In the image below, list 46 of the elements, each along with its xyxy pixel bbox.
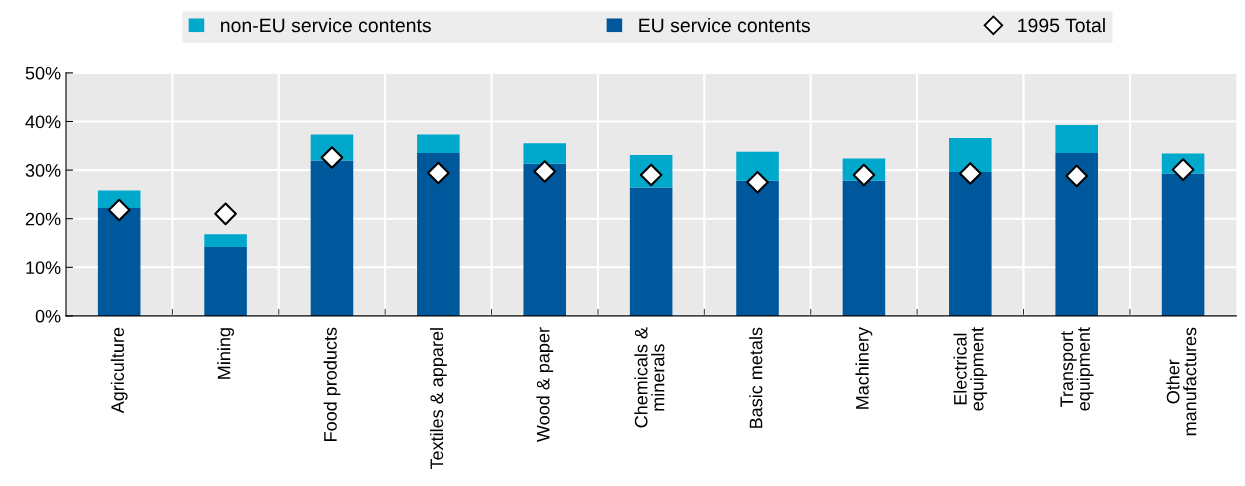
point: [1171, 158, 1195, 181]
legend-label: EU service contents: [639, 17, 810, 33]
x-tick-label: Wood & paper: [536, 327, 554, 443]
y-tick-label: 40%: [25, 115, 61, 129]
point: [533, 160, 557, 183]
x-tick-label: Basic metals: [749, 327, 763, 428]
point: [1065, 164, 1089, 188]
x-tick-label: Food products: [323, 327, 341, 441]
point: [958, 162, 982, 185]
y-tick-label: 20%: [25, 212, 61, 226]
bar: [949, 138, 992, 173]
bar: [1161, 173, 1205, 316]
x-tick-label: Other manufactures: [1166, 327, 1197, 436]
y-tick-label: 0%: [35, 309, 61, 323]
x-tick-label: Electrical equipment: [953, 327, 988, 411]
y-tick-label: 30%: [25, 164, 61, 177]
bar: [842, 180, 886, 316]
bar: [97, 208, 141, 316]
legend-label: non-EU service contents: [221, 17, 431, 33]
x-tick-label: Chemicals & minerals: [634, 327, 665, 428]
x-tick-label: Machinery: [855, 327, 873, 409]
point: [852, 163, 876, 187]
bar: [310, 160, 354, 316]
x-tick-label: Mining: [217, 328, 234, 379]
x-tick-label: Transport equipment: [1060, 327, 1094, 411]
bar: [417, 153, 460, 316]
bar: [1055, 153, 1098, 316]
point: [427, 161, 450, 185]
x-tick-label: Textiles & apparel: [429, 328, 447, 470]
bar: [1055, 124, 1098, 154]
bar: [523, 143, 567, 164]
point: [214, 202, 237, 226]
bar: [736, 180, 779, 316]
point: [746, 170, 769, 194]
bar: [204, 234, 247, 247]
bar: [949, 172, 992, 316]
legend-label: 1995 Total: [1018, 17, 1105, 33]
bar: [629, 187, 673, 316]
bar: [417, 134, 460, 154]
point: [107, 198, 131, 222]
y-tick-label: 50%: [25, 66, 61, 80]
bar: [204, 246, 247, 316]
y-tick-label: 10%: [26, 261, 61, 275]
bar: [736, 151, 779, 181]
x-tick-label: Agriculture: [110, 327, 128, 414]
bar: [523, 163, 567, 316]
